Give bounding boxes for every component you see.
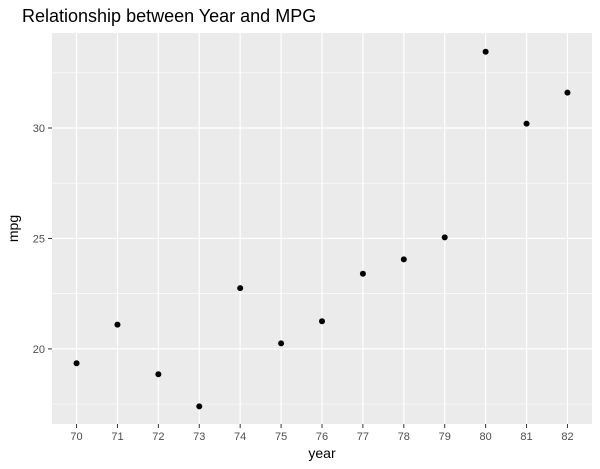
chart-title: Relationship between Year and MPG	[22, 6, 316, 26]
x-tick-label: 76	[316, 431, 328, 443]
x-tick-label: 74	[234, 431, 246, 443]
x-tick-label: 81	[520, 431, 532, 443]
y-axis-title: mpg	[5, 215, 21, 242]
y-tick-label: 30	[33, 123, 45, 135]
x-tick-label: 75	[275, 431, 287, 443]
x-axis-ticks: 70 71 72 73 74 75 76 77 78 79 80 81 82	[70, 424, 574, 443]
x-tick-label: 82	[561, 431, 573, 443]
x-tick-label: 78	[398, 431, 410, 443]
x-tick-label: 73	[193, 431, 205, 443]
data-point	[155, 371, 162, 378]
x-tick-label: 80	[480, 431, 492, 443]
data-point	[482, 48, 489, 55]
x-axis-title: year	[308, 445, 336, 461]
data-point	[278, 340, 285, 347]
data-point	[400, 256, 407, 263]
y-axis-ticks: 20 25 30	[33, 123, 52, 356]
data-point	[441, 234, 448, 241]
data-point	[359, 270, 366, 277]
data-point	[523, 120, 530, 127]
x-tick-label: 71	[111, 431, 123, 443]
data-point	[237, 285, 244, 292]
major-gridlines	[52, 33, 592, 424]
x-tick-label: 72	[152, 431, 164, 443]
data-point	[114, 321, 121, 328]
data-points	[73, 48, 571, 410]
x-tick-label: 79	[439, 431, 451, 443]
data-point	[196, 403, 203, 410]
data-point	[73, 360, 80, 367]
y-tick-label: 25	[33, 233, 45, 245]
x-tick-label: 70	[70, 431, 82, 443]
data-point	[319, 318, 325, 325]
y-tick-label: 20	[33, 344, 45, 356]
data-point	[564, 89, 571, 96]
x-tick-label: 77	[357, 431, 369, 443]
